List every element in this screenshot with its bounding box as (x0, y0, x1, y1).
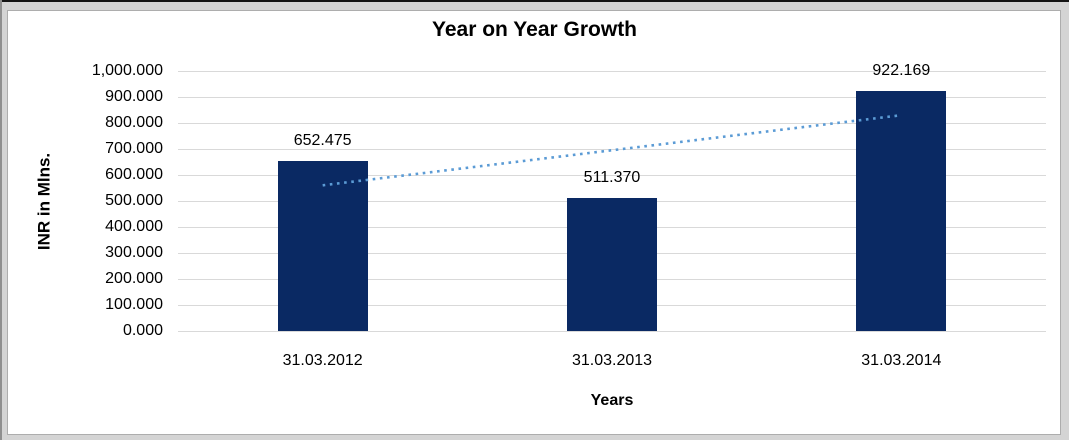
data-label: 922.169 (872, 62, 931, 80)
gridline (178, 71, 1046, 72)
y-axis-tick-label: 300.000 (105, 244, 163, 261)
y-axis-tick-label: 900.000 (105, 88, 163, 105)
y-axis-tick-label: 400.000 (105, 218, 163, 235)
bar (856, 91, 947, 331)
x-axis-tick-label: 31.03.2012 (282, 352, 363, 369)
chart-title: Year on Year Growth (431, 18, 638, 41)
y-axis-tick-label: 200.000 (105, 270, 163, 287)
y-axis-tick-label: 800.000 (105, 114, 163, 131)
data-label: 652.475 (293, 132, 352, 150)
gridline (178, 97, 1046, 98)
y-axis-tick-label: 0.000 (122, 322, 163, 339)
x-axis-tick-label: 31.03.2013 (571, 352, 653, 369)
bar (567, 198, 657, 331)
data-label: 511.370 (583, 169, 641, 187)
x-axis-tick-label: 31.03.2014 (861, 352, 942, 369)
gridline (178, 331, 1046, 332)
x-axis-title: Years (590, 392, 634, 409)
top-edge-line (0, 0, 1069, 2)
y-axis-tick-label: 1,000.000 (91, 62, 163, 79)
bar (277, 161, 368, 331)
y-axis-tick-label: 100.000 (105, 296, 163, 313)
y-axis-tick-label: 500.000 (105, 192, 163, 209)
y-axis-tick-label: 600.000 (105, 166, 163, 183)
y-axis-tick-label: 700.000 (105, 140, 163, 157)
left-edge-line (0, 0, 2, 440)
